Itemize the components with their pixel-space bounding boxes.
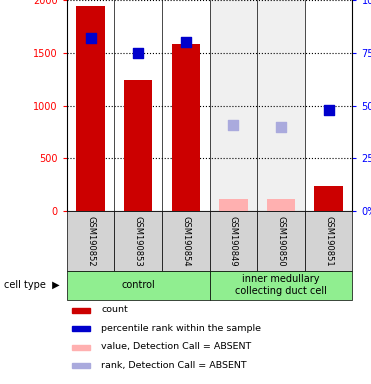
Bar — [219, 199, 248, 211]
Text: GSM190851: GSM190851 — [324, 216, 333, 266]
Text: GSM190850: GSM190850 — [276, 216, 286, 266]
Bar — [257, 211, 305, 271]
Bar — [171, 44, 200, 211]
Bar — [124, 80, 152, 211]
Bar — [267, 199, 295, 211]
Point — [183, 39, 189, 45]
Text: GSM190853: GSM190853 — [134, 215, 143, 266]
Bar — [67, 271, 210, 300]
Text: percentile rank within the sample: percentile rank within the sample — [101, 324, 261, 333]
Text: inner medullary
collecting duct cell: inner medullary collecting duct cell — [235, 274, 327, 296]
Bar — [210, 271, 352, 300]
Bar — [72, 345, 90, 350]
Text: value, Detection Call = ABSENT: value, Detection Call = ABSENT — [101, 342, 251, 351]
Text: GSM190854: GSM190854 — [181, 216, 190, 266]
Bar — [162, 0, 210, 211]
Point — [326, 107, 332, 113]
Bar — [72, 363, 90, 369]
Bar — [210, 0, 257, 211]
Text: control: control — [121, 280, 155, 290]
Bar — [114, 0, 162, 211]
Bar — [72, 308, 90, 313]
Bar — [305, 211, 352, 271]
Text: cell type  ▶: cell type ▶ — [4, 280, 59, 290]
Point — [88, 35, 93, 41]
Bar — [162, 211, 210, 271]
Point — [278, 124, 284, 130]
Text: rank, Detection Call = ABSENT: rank, Detection Call = ABSENT — [101, 361, 247, 370]
Bar — [72, 326, 90, 331]
Bar — [114, 211, 162, 271]
Bar — [210, 211, 257, 271]
Text: GSM190852: GSM190852 — [86, 216, 95, 266]
Bar — [257, 0, 305, 211]
Point — [230, 121, 236, 127]
Bar — [76, 7, 105, 211]
Text: GSM190849: GSM190849 — [229, 216, 238, 266]
Bar — [67, 0, 114, 211]
Point — [135, 50, 141, 56]
Bar — [305, 0, 352, 211]
Bar — [314, 186, 343, 211]
Bar — [67, 211, 114, 271]
Text: count: count — [101, 305, 128, 314]
